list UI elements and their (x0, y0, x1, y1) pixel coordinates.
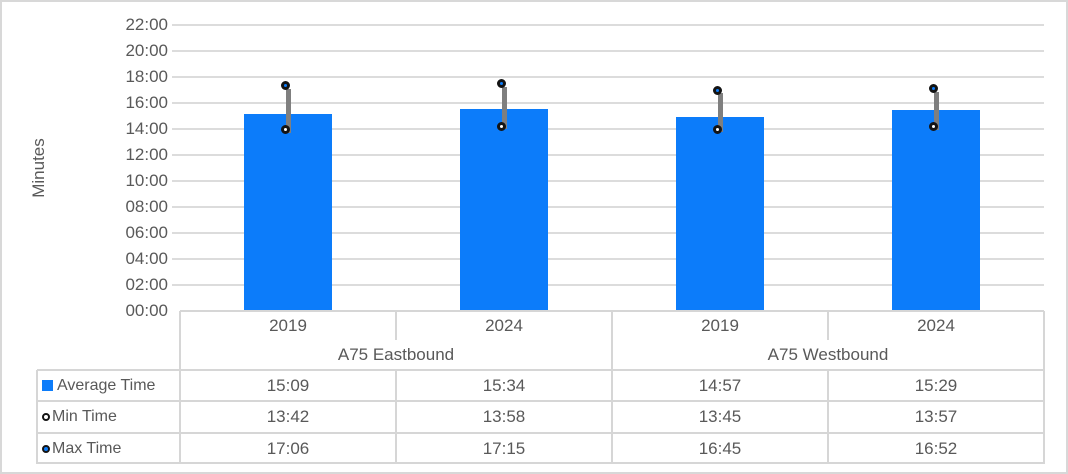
value-cell: 17:06 (266, 438, 310, 458)
table-border (1043, 311, 1045, 464)
min-max-whisker (285, 88, 291, 133)
gridline (172, 206, 1044, 208)
average-time-bar (892, 109, 980, 311)
max-time-marker (496, 79, 506, 89)
value-cell: 14:57 (698, 375, 742, 395)
max-time-marker (928, 84, 938, 94)
value-cell: 15:34 (482, 375, 526, 395)
table-border (179, 311, 181, 464)
min-time-legend-icon (42, 413, 50, 421)
gridline (172, 232, 1044, 234)
table-border (611, 311, 613, 464)
year-header-cell: 2019 (269, 315, 307, 335)
legend-cell: Max Time (37, 433, 180, 464)
average-time-legend-icon (42, 380, 53, 391)
value-cell: 13:42 (266, 407, 310, 426)
year-header-cell: 2024 (917, 315, 955, 335)
table-border (37, 369, 1044, 371)
legend-cell: Min Time (37, 401, 180, 433)
table-border (827, 370, 829, 464)
gridline (172, 180, 1044, 182)
y-tick-label: 04:00 (125, 249, 168, 268)
min-max-whisker (717, 93, 723, 133)
group-header-cell: A75 Westbound (767, 345, 889, 364)
year-header-cell: 2024 (485, 315, 523, 335)
min-time-marker (712, 124, 722, 134)
gridline (172, 24, 1044, 26)
table-border (37, 400, 1044, 402)
group-header-cell: A75 Eastbound (337, 345, 455, 364)
average-time-bar (676, 116, 764, 311)
table-border (37, 462, 1044, 464)
legend-label: Max Time (52, 439, 122, 457)
average-time-bar (244, 114, 332, 311)
value-cell: 16:45 (698, 438, 742, 458)
min-time-marker (280, 125, 290, 135)
max-time-marker (280, 81, 290, 91)
average-time-bar (460, 108, 548, 311)
table-border (36, 370, 38, 464)
min-time-marker (496, 121, 506, 131)
value-cell: 13:57 (914, 407, 958, 426)
y-tick-label: 08:00 (125, 197, 168, 216)
y-tick-label: 02:00 (125, 275, 168, 294)
value-cell: 13:45 (698, 407, 742, 426)
max-time-marker (712, 85, 722, 95)
value-cell: 17:15 (482, 438, 526, 458)
min-max-whisker (933, 91, 939, 130)
value-cell: 13:58 (482, 407, 526, 426)
gridline (172, 102, 1044, 104)
max-time-legend-icon (42, 444, 50, 453)
gridline (172, 284, 1044, 286)
table-border (395, 311, 397, 340)
gridline (172, 258, 1044, 260)
value-cell: 15:09 (266, 375, 310, 395)
gridline (172, 128, 1044, 130)
table-border (827, 311, 829, 340)
min-max-whisker (501, 86, 507, 130)
y-tick-label: 18:00 (125, 67, 168, 86)
legend-cell: Average Time (37, 370, 180, 401)
y-tick-label: 06:00 (125, 223, 168, 242)
legend-label: Average Time (57, 376, 156, 394)
y-tick-label: 22:00 (125, 15, 168, 34)
gridline (172, 154, 1044, 156)
y-tick-label: 10:00 (125, 171, 168, 190)
y-tick-label: 00:00 (125, 301, 168, 320)
y-tick-label: 12:00 (125, 145, 168, 164)
value-cell: 15:29 (914, 375, 958, 395)
y-tick-label: 20:00 (125, 41, 168, 60)
table-border (395, 370, 397, 464)
y-tick-label: 16:00 (125, 93, 168, 112)
min-time-marker (928, 122, 938, 132)
y-tick-label: 14:00 (125, 119, 168, 138)
gridline (172, 50, 1044, 52)
year-header-cell: 2019 (701, 315, 739, 335)
table-border (37, 432, 1044, 434)
gridline (172, 76, 1044, 78)
legend-label: Min Time (52, 408, 117, 425)
value-cell: 16:52 (914, 438, 958, 458)
